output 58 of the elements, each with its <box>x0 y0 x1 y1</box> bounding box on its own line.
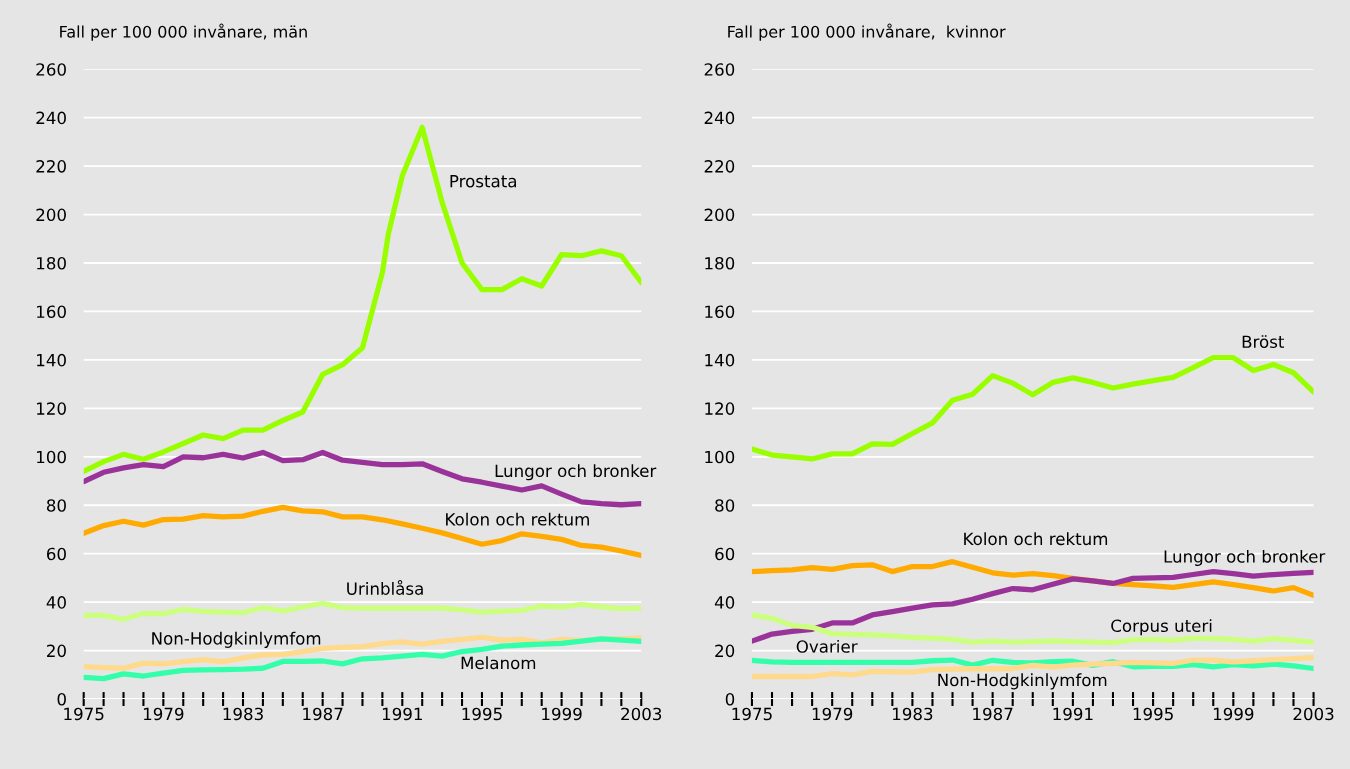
x-tick-label: 1987 <box>303 707 343 721</box>
y-tick-label: 0 <box>725 692 735 706</box>
x-tick-label: 1991 <box>1053 707 1093 721</box>
series-label: Corpus uteri <box>1111 619 1212 636</box>
y-tick-label: 120 <box>37 402 66 415</box>
x-tick-label: 1983 <box>893 707 933 721</box>
y-tick-label: 40 <box>714 596 735 609</box>
series-label: Kolon och rektum <box>446 512 589 526</box>
y-tick-label: 200 <box>36 208 66 222</box>
series-label: Lungor och bronker <box>1164 549 1326 567</box>
y-tick-label: 200 <box>704 208 735 222</box>
y-tick-label: 120 <box>705 402 735 415</box>
series-label: Bröst <box>1242 335 1285 349</box>
x-tick-label: 1975 <box>64 707 104 721</box>
y-tick-label: 80 <box>46 499 66 512</box>
y-tick-label: 180 <box>37 256 66 270</box>
x-tick-label: 1979 <box>812 707 853 721</box>
series-label: Non-Hodgkinlymfom <box>152 631 321 648</box>
series-label: Lungor och bronker <box>495 464 657 481</box>
y-tick-label: 220 <box>36 160 66 173</box>
y-tick-label: 0 <box>57 692 66 706</box>
x-tick-label: 1999 <box>1213 707 1254 721</box>
x-tick-label: 1995 <box>1133 707 1173 721</box>
y-tick-label: 80 <box>715 499 735 512</box>
y-tick-label: 160 <box>705 305 735 319</box>
y-tick-label: 60 <box>715 547 735 561</box>
series-label: Prostata <box>450 175 516 188</box>
series-label: Urinblåsa <box>347 580 423 595</box>
y-axis-title: Fall per 100 000 invånare, kvinnor <box>728 23 1006 41</box>
y-tick-label: 100 <box>705 450 735 464</box>
series-label: Ovarier <box>796 639 858 653</box>
x-tick-label: 1979 <box>143 707 184 721</box>
x-tick-label: 1975 <box>732 707 772 721</box>
x-tick-label: 2003 <box>621 707 662 721</box>
x-tick-label: 1995 <box>462 707 502 721</box>
x-tick-label: 1999 <box>542 707 582 721</box>
y-tick-label: 260 <box>36 63 66 76</box>
series-label: Kolon och rektum <box>964 532 1108 546</box>
y-tick-label: 180 <box>705 256 735 270</box>
x-tick-label: 1991 <box>382 707 422 721</box>
y-tick-label: 140 <box>37 353 66 367</box>
series-label: Non-Hodgkinlymfom <box>938 673 1107 690</box>
y-axis-title: Fall per 100 000 invånare, män <box>60 23 307 41</box>
y-tick-label: 240 <box>704 111 735 125</box>
y-tick-label: 20 <box>715 644 735 658</box>
y-tick-label: 100 <box>37 450 66 464</box>
x-tick-label: 2003 <box>1293 707 1334 721</box>
x-tick-label: 1987 <box>973 707 1013 721</box>
y-tick-label: 60 <box>46 547 66 561</box>
y-tick-label: 140 <box>705 353 735 367</box>
x-tick-label: 1983 <box>223 707 263 721</box>
y-tick-label: 240 <box>36 111 66 125</box>
y-tick-label: 40 <box>46 596 66 609</box>
y-tick-label: 260 <box>704 63 735 76</box>
y-tick-label: 220 <box>704 160 735 173</box>
series-label: Melanom <box>461 656 536 670</box>
y-tick-label: 160 <box>37 305 66 319</box>
y-tick-label: 20 <box>47 644 66 658</box>
